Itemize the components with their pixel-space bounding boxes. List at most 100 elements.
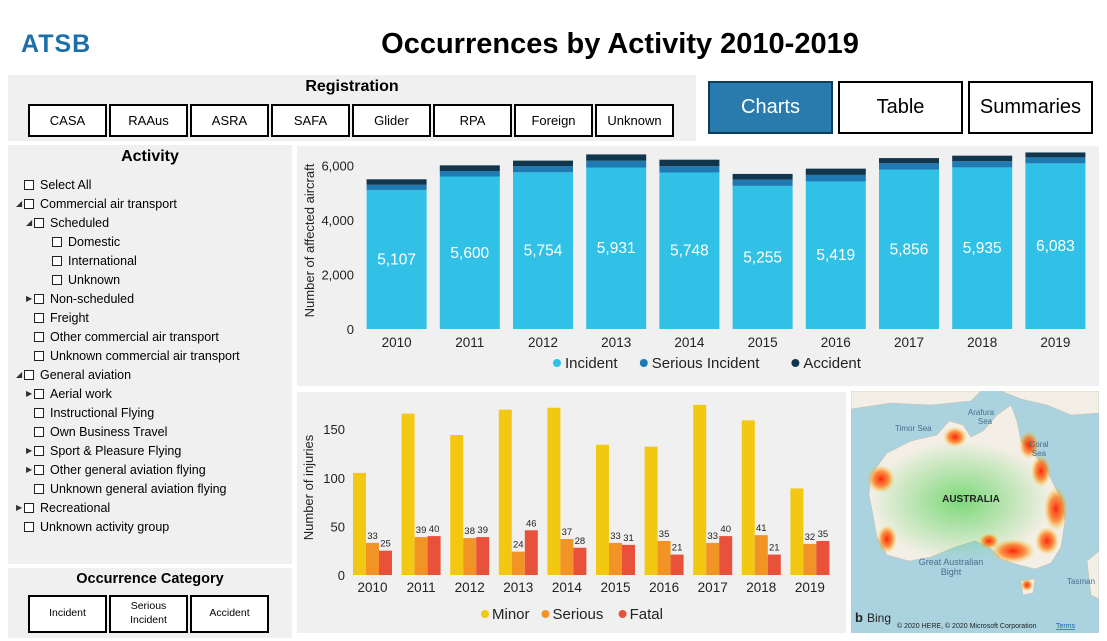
activity-item[interactable]: ◢ Commercial air transport: [16, 194, 286, 213]
checkbox-icon[interactable]: [24, 369, 34, 380]
map-terms-link[interactable]: Terms: [1056, 623, 1076, 630]
bar-serious-incident: [366, 184, 427, 190]
occurrence-heat-map[interactable]: AUSTRALIA Timor Sea Arafura Sea Coral Se…: [851, 391, 1099, 633]
reg-button-foreign[interactable]: Foreign: [514, 104, 593, 137]
activity-item[interactable]: Freight: [16, 308, 286, 327]
activity-item[interactable]: ▶ Sport & Pleasure Flying: [16, 441, 286, 460]
activity-item-label: Unknown general aviation flying: [50, 481, 227, 496]
reg-button-rpa[interactable]: RPA: [433, 104, 512, 137]
bar-incident: [586, 167, 647, 329]
activity-item-label: Other general aviation flying: [50, 462, 206, 477]
category-button-incident[interactable]: Incident: [28, 595, 107, 633]
bar-minor: [644, 446, 658, 575]
activity-item[interactable]: Unknown commercial air transport: [16, 346, 286, 365]
activity-item[interactable]: Domestic: [16, 232, 286, 251]
bar-data-label: 46: [526, 518, 537, 529]
checkbox-icon[interactable]: [52, 274, 62, 285]
checkbox-icon[interactable]: [34, 331, 44, 342]
activity-item[interactable]: ▶ Non-scheduled: [16, 289, 286, 308]
x-tick-label: 2011: [455, 335, 484, 350]
expand-arrow-icon[interactable]: ▶: [26, 389, 33, 398]
checkbox-icon[interactable]: [24, 502, 34, 513]
activity-item[interactable]: Unknown: [16, 270, 286, 289]
bar-incident: [805, 181, 866, 329]
bar-data-label: 5,931: [597, 240, 636, 257]
x-tick-label: 2019: [1040, 335, 1070, 350]
expand-arrow-icon[interactable]: ▶: [26, 465, 33, 474]
activity-item[interactable]: ▶ Recreational: [16, 498, 286, 517]
map-copyright: © 2020 HERE, © 2020 Microsoft Corporatio…: [897, 622, 1037, 630]
activity-item[interactable]: ◢ Scheduled: [16, 213, 286, 232]
bar-data-label: 40: [720, 524, 731, 535]
expand-arrow-icon[interactable]: ◢: [26, 218, 33, 227]
y-tick-label: 6,000: [321, 159, 354, 174]
activity-tree: Select All ◢ Commercial air transport ◢ Sche…: [16, 175, 286, 536]
bar-serious-incident: [439, 171, 500, 177]
checkbox-icon[interactable]: [34, 464, 44, 475]
bar-data-label: 28: [575, 536, 586, 547]
bar-minor: [401, 413, 415, 575]
bar-data-label: 5,419: [816, 247, 855, 264]
expand-arrow-icon[interactable]: ▶: [26, 446, 33, 455]
charts-nav-button[interactable]: Charts: [708, 81, 833, 134]
category-button-serious-incident[interactable]: Serious Incident: [109, 595, 188, 633]
bar-incident: [879, 169, 939, 329]
activity-item[interactable]: Own Business Travel: [16, 422, 286, 441]
activity-item[interactable]: Unknown activity group: [16, 517, 286, 536]
activity-item-label: Commercial air transport: [40, 196, 177, 211]
checkbox-icon[interactable]: [24, 179, 34, 190]
reg-button-raaus[interactable]: RAAus: [109, 104, 188, 137]
checkbox-icon[interactable]: [34, 293, 44, 304]
bar-data-label: 40: [429, 524, 440, 535]
reg-button-unknown[interactable]: Unknown: [595, 104, 674, 137]
checkbox-icon[interactable]: [34, 445, 44, 456]
bar-serious-incident: [586, 160, 647, 168]
summaries-nav-button[interactable]: Summaries: [968, 81, 1093, 134]
atsb-logo: ATSB: [21, 30, 92, 58]
bar-incident: [659, 172, 720, 329]
checkbox-icon[interactable]: [34, 217, 44, 228]
activity-item[interactable]: ▶ Aerial work: [16, 384, 286, 403]
expand-arrow-icon[interactable]: ◢: [16, 199, 23, 208]
reg-button-casa[interactable]: CASA: [28, 104, 107, 137]
checkbox-icon[interactable]: [24, 521, 34, 532]
checkbox-icon[interactable]: [24, 198, 34, 209]
checkbox-icon[interactable]: [34, 388, 44, 399]
bar-data-label: 31: [623, 533, 634, 544]
bar-incident: [513, 172, 573, 329]
bar-data-label: 5,748: [670, 243, 709, 260]
activity-item[interactable]: ▶ Other general aviation flying: [16, 460, 286, 479]
checkbox-icon[interactable]: [52, 255, 62, 266]
activity-item[interactable]: ◢ General aviation: [16, 365, 286, 384]
bar-data-label: 35: [659, 529, 670, 540]
category-button-accident[interactable]: Accident: [190, 595, 269, 633]
reg-button-safa[interactable]: SAFA: [271, 104, 350, 137]
reg-button-asra[interactable]: ASRA: [190, 104, 269, 137]
activity-item[interactable]: Other commercial air transport: [16, 327, 286, 346]
reg-button-glider[interactable]: Glider: [352, 104, 431, 137]
checkbox-icon[interactable]: [34, 312, 44, 323]
expand-arrow-icon[interactable]: ▶: [16, 503, 23, 512]
x-tick-label: 2016: [821, 335, 851, 350]
activity-item[interactable]: Instructional Flying: [16, 403, 286, 422]
bar-incident: [1025, 163, 1086, 329]
table-nav-button[interactable]: Table: [838, 81, 963, 134]
checkbox-icon[interactable]: [34, 426, 44, 437]
checkbox-icon[interactable]: [34, 350, 44, 361]
legend-label: Serious Incident: [652, 355, 760, 372]
activity-item[interactable]: Unknown general aviation flying: [16, 479, 286, 498]
checkbox-icon[interactable]: [34, 407, 44, 418]
occurrence-category-title: Occurrence Category: [76, 571, 224, 587]
checkbox-icon[interactable]: [52, 236, 62, 247]
bar-data-label: 21: [769, 543, 780, 554]
activity-item[interactable]: Select All: [16, 175, 286, 194]
expand-arrow-icon[interactable]: ◢: [16, 370, 23, 379]
activity-item-label: Other commercial air transport: [50, 329, 219, 344]
bar-minor: [693, 404, 707, 575]
affected-aircraft-chart-svg: 0 2,000 4,000 6,000 Number of affected aircr…: [302, 152, 1086, 372]
checkbox-icon[interactable]: [34, 483, 44, 494]
y-tick-label: 0: [347, 322, 354, 337]
activity-item[interactable]: International: [16, 251, 286, 270]
expand-arrow-icon[interactable]: ▶: [26, 294, 33, 303]
